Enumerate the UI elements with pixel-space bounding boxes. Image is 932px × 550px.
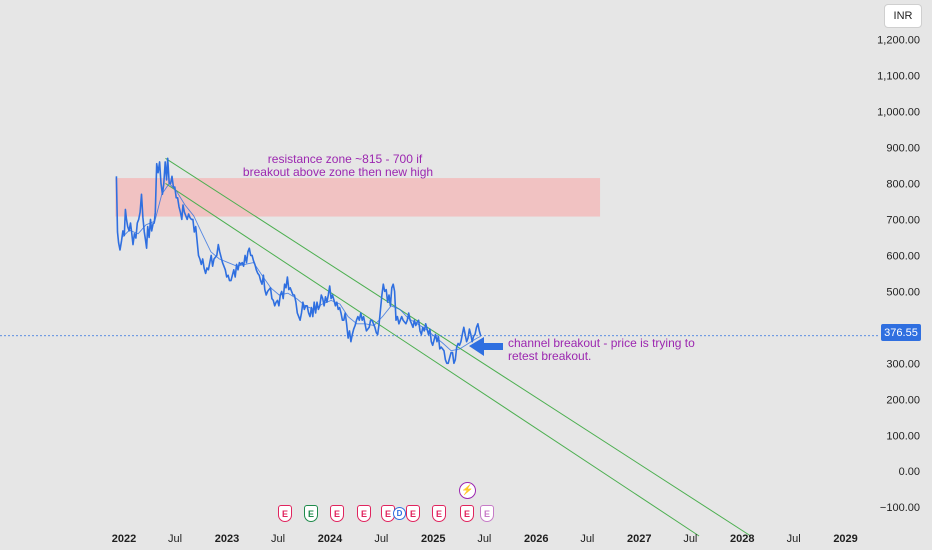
currency-button[interactable]: INR (884, 4, 922, 28)
y-axis[interactable]: 1,200.00 1,100.00 1,000.00 900.00 800.00 700.… (877, 35, 920, 515)
x-tick-label: Jul (477, 533, 491, 545)
annotation-resistance-line2: breakout above zone then new high (243, 165, 433, 179)
x-tick-label: 2025 (421, 533, 445, 545)
y-tick-label: 1,000.00 (877, 107, 920, 119)
y-tick-label: −100.00 (880, 502, 920, 514)
x-tick-label: 2022 (112, 533, 136, 545)
earnings-event-icon[interactable]: E (357, 505, 371, 522)
y-tick-label: 0.00 (899, 466, 920, 478)
trendlines-layer (165, 157, 752, 537)
y-tick-label: 500.00 (886, 286, 920, 298)
y-tick-label: 700.00 (886, 214, 920, 226)
x-tick-label: 2023 (215, 533, 239, 545)
annotation-channel-line2: retest breakout. (508, 349, 591, 363)
x-tick-label: 2026 (524, 533, 548, 545)
y-tick-label: 1,100.00 (877, 71, 920, 83)
x-tick-label: Jul (683, 533, 697, 545)
y-tick-label: 800.00 (886, 178, 920, 190)
x-tick-label: 2024 (318, 533, 343, 545)
x-tick-label: 2029 (833, 533, 857, 545)
channel-top-trendline (165, 157, 752, 537)
x-tick-label: 2028 (730, 533, 754, 545)
series-layer (115, 157, 482, 365)
earnings-event-icon[interactable]: E (432, 505, 446, 522)
earnings-event-icon[interactable]: E (480, 505, 494, 522)
y-tick-label: 300.00 (886, 358, 920, 370)
x-tick-label: Jul (580, 533, 594, 545)
channel-bottom-trendline (165, 183, 700, 537)
x-tick-label: Jul (787, 533, 801, 545)
y-tick-label: 100.00 (886, 430, 920, 442)
x-tick-label: Jul (271, 533, 285, 545)
resistance-zone (115, 178, 601, 217)
earnings-event-icon[interactable]: E (278, 505, 292, 522)
x-tick-label: 2027 (627, 533, 651, 545)
y-tick-label: 900.00 (886, 142, 920, 154)
y-tick-label: 600.00 (886, 250, 920, 262)
x-axis[interactable]: 2022 Jul 2023 Jul 2024 Jul 2025 Jul 2026 Jul 2027 J… (112, 533, 858, 545)
zones-layer (115, 178, 601, 217)
arrow-layer (469, 337, 503, 356)
dividend-event-icon[interactable]: D (393, 507, 406, 520)
earnings-event-icon[interactable]: E (460, 505, 474, 522)
earnings-event-icon[interactable]: E (406, 505, 420, 522)
x-tick-label: Jul (168, 533, 182, 545)
y-tick-label: 200.00 (886, 394, 920, 406)
annotation-channel-line1: channel breakout - price is trying to (508, 336, 695, 350)
blue-arrow-annotation (469, 337, 503, 356)
earnings-event-icon[interactable]: E (304, 505, 318, 522)
x-tick-label: Jul (374, 533, 388, 545)
y-tick-label: 1,200.00 (877, 35, 920, 47)
moving-average-line (121, 183, 481, 352)
flash-event-icon[interactable]: ⚡ (459, 482, 476, 499)
earnings-event-icon[interactable]: E (330, 505, 344, 522)
last-price-label: 376.55 (881, 324, 921, 341)
annotation-resistance-line1: resistance zone ~815 - 700 if (268, 152, 423, 166)
